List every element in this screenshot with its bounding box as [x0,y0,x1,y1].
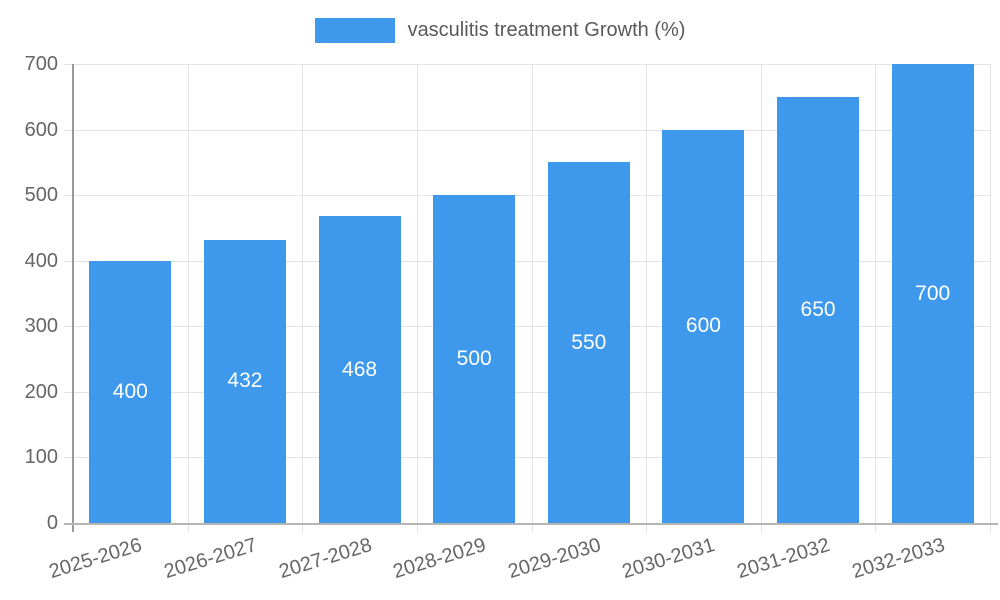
x-gridline [302,64,304,532]
y-gridline [64,457,990,459]
y-gridline [64,391,990,393]
y-axis-tick-label: 500 [24,184,58,207]
x-gridline [990,64,991,532]
y-gridline [64,260,990,262]
bar[interactable]: 468 [318,216,401,523]
bar-value-label: 468 [342,357,378,381]
bar-value-label: 400 [112,379,148,403]
x-gridline [875,64,877,532]
y-axis-line [72,64,74,532]
x-gridline [760,64,762,532]
bar[interactable]: 500 [433,195,516,523]
legend[interactable]: vasculitis treatment Growth (%) [0,18,1000,43]
bar[interactable]: 400 [89,260,172,523]
bar-value-label: 700 [915,281,951,305]
y-gridline [64,195,990,197]
bar[interactable]: 600 [662,129,745,523]
y-axis-tick-label: 200 [24,380,58,403]
bar[interactable]: 700 [891,64,974,523]
bar-value-label: 550 [571,330,607,354]
bar[interactable]: 432 [203,239,286,523]
bar[interactable]: 550 [547,162,630,523]
y-axis-tick-label: 400 [24,249,58,272]
y-axis-tick-label: 300 [24,315,58,338]
bar[interactable]: 650 [777,96,860,523]
y-axis-tick-label: 0 [46,512,58,534]
legend-label: vasculitis treatment Growth (%) [407,19,686,41]
bar-value-label: 432 [227,369,263,393]
x-axis-line [64,523,998,525]
bar-value-label: 600 [685,314,721,338]
y-gridline [64,129,990,131]
y-gridline [64,64,990,65]
y-axis-tick-label: 700 [24,53,58,75]
x-gridline [416,64,418,532]
x-gridline [531,64,533,532]
x-gridline [646,64,648,532]
y-gridline [64,326,990,328]
y-axis-tick-label: 600 [24,118,58,141]
y-axis-tick-label: 100 [24,446,58,469]
legend-swatch [314,18,395,43]
bar-value-label: 500 [456,347,492,371]
x-gridline [187,64,189,532]
bar-value-label: 650 [800,297,836,321]
